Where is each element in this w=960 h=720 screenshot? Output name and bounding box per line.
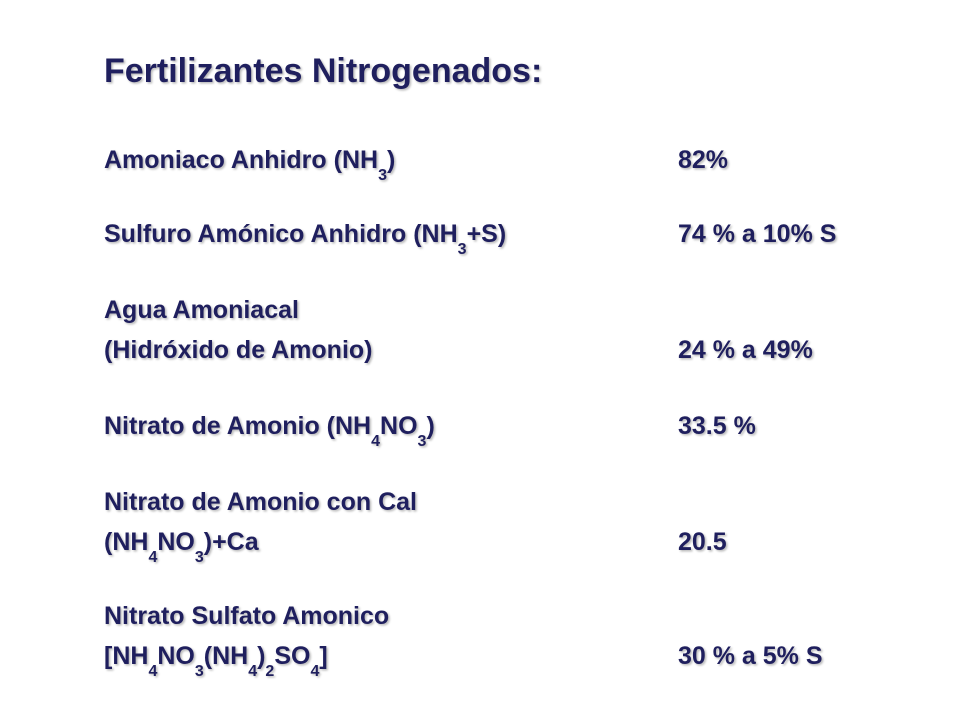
nitrogen-content-value: 33.5 % <box>678 412 756 440</box>
fertilizer-row-nitrato-amonio-cal-formula: (NH4NO3)+Ca 20.5 <box>104 522 884 566</box>
fertilizer-name: Nitrato de Amonio (NH4NO3) <box>104 412 435 450</box>
fertilizer-name: Agua Amoniacal <box>104 296 299 324</box>
nitrogen-content-value: 20.5 <box>678 528 727 556</box>
fertilizer-row-nitrato-sulfato-formula: [NH4NO3(NH4)2SO4] 30 % a 5% S <box>104 636 884 680</box>
fertilizer-name: Nitrato Sulfato Amonico <box>104 602 390 630</box>
fertilizer-row-nitrato-amonio: Nitrato de Amonio (NH4NO3) 33.5 % <box>104 406 884 450</box>
fertilizer-name: (Hidróxido de Amonio) <box>104 336 373 364</box>
fertilizer-name: [NH4NO3(NH4)2SO4] <box>104 642 328 680</box>
fertilizer-name: Amoniaco Anhidro (NH3) <box>104 146 396 184</box>
nitrogen-content-value: 74 % a 10% S <box>678 220 837 248</box>
fertilizer-row-nitrato-amonio-cal: Nitrato de Amonio con Cal <box>104 482 884 522</box>
fertilizer-row-amoniaco-anhidro: Amoniaco Anhidro (NH3) 82% <box>104 140 884 184</box>
subscript: 3 <box>417 433 427 450</box>
nitrogen-content-value: 82% <box>678 146 729 174</box>
subscript: 3 <box>194 549 204 566</box>
nitrogen-content-value: 24 % a 49% <box>678 336 813 364</box>
fertilizer-row-nitrato-sulfato: Nitrato Sulfato Amonico <box>104 596 884 636</box>
nitrogen-content-value: 30 % a 5% S <box>678 642 823 670</box>
subscript: 3 <box>378 167 387 184</box>
fertilizer-name: Nitrato de Amonio con Cal <box>104 488 417 516</box>
subscript: 3 <box>457 241 467 258</box>
fertilizer-row-hidroxido-amonio: (Hidróxido de Amonio) 24 % a 49% <box>104 330 884 370</box>
fertilizer-row-agua-amoniacal: Agua Amoniacal <box>104 290 884 330</box>
subscript: 3 <box>194 663 204 680</box>
subscript: 4 <box>371 433 381 450</box>
fertilizer-name: Sulfuro Amónico Anhidro (NH3+S) <box>104 220 507 258</box>
subscript: 4 <box>148 549 158 566</box>
fertilizer-name: (NH4NO3)+Ca <box>104 528 259 566</box>
slide-title: Fertilizantes Nitrogenados: <box>104 52 543 90</box>
subscript: 4 <box>248 663 258 680</box>
subscript: 4 <box>310 663 320 680</box>
subscript: 4 <box>148 663 158 680</box>
subscript: 2 <box>265 663 275 680</box>
fertilizer-row-sulfuro-amonico: Sulfuro Amónico Anhidro (NH3+S) 74 % a 1… <box>104 214 884 258</box>
